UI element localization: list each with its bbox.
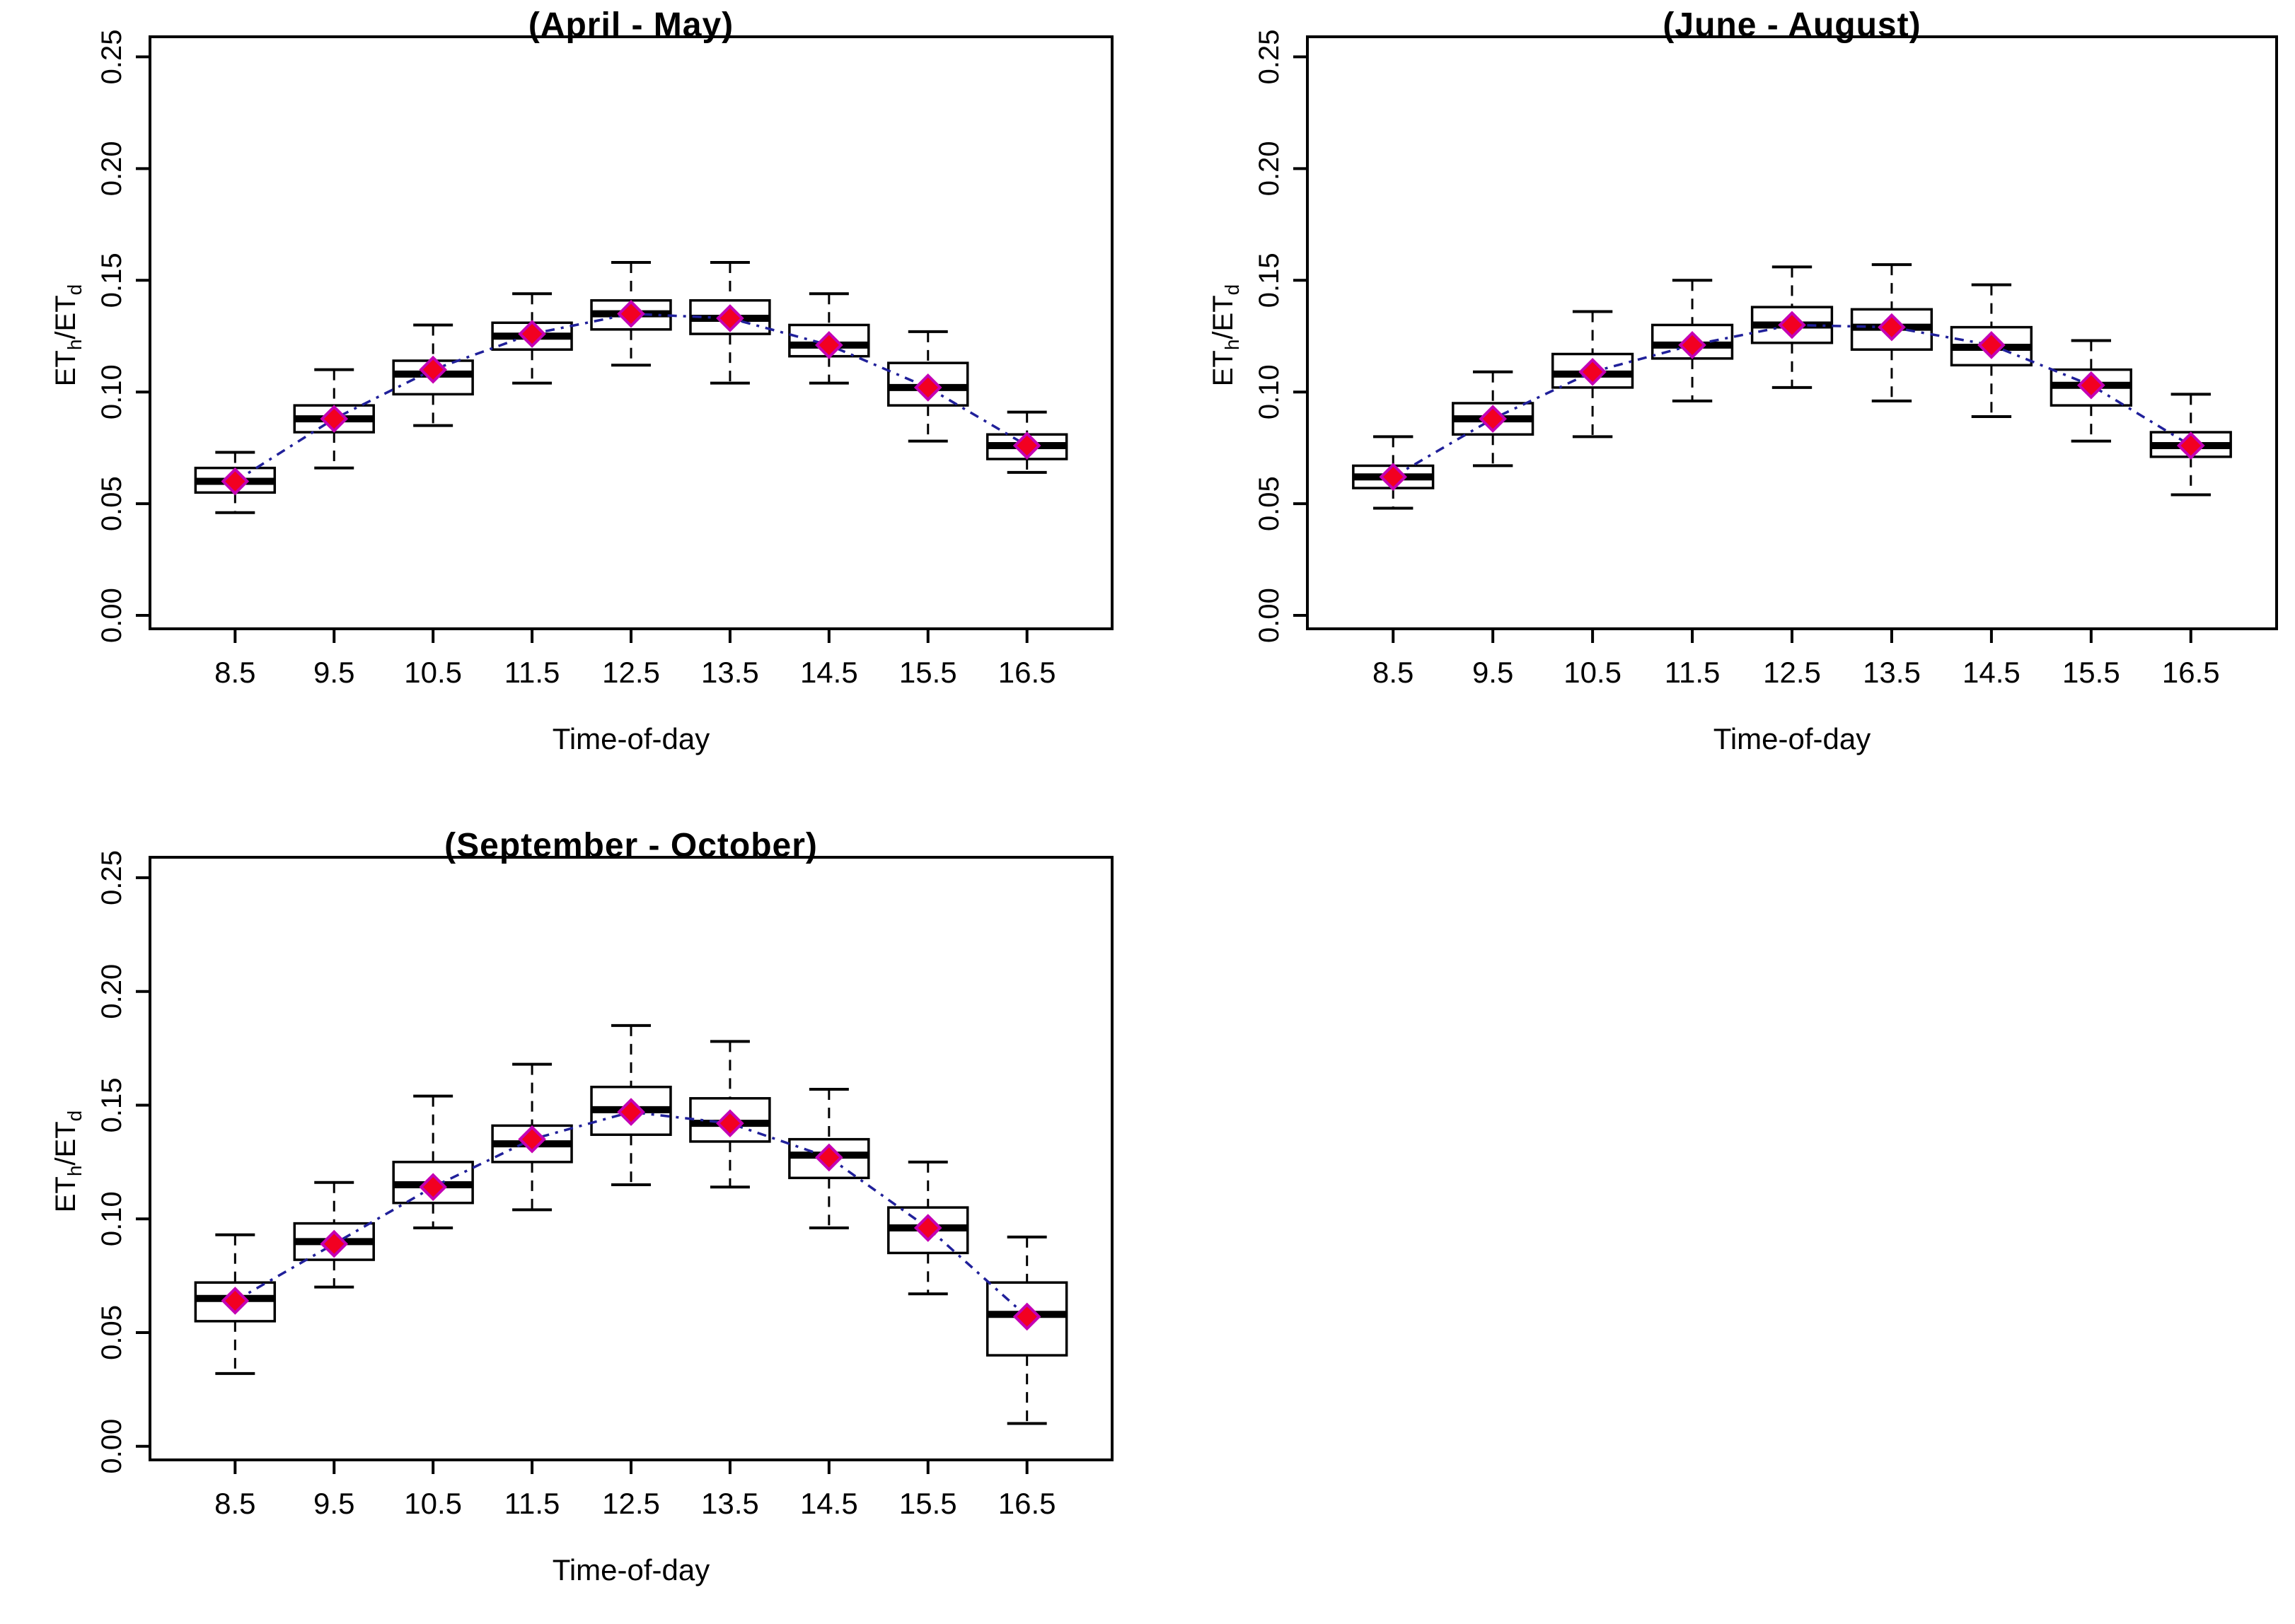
x-tick-label: 10.5 xyxy=(1563,656,1621,689)
mean-diamond xyxy=(221,467,250,496)
chart-title: (April - May) xyxy=(528,6,734,44)
x-tick-label: 12.5 xyxy=(602,1487,660,1520)
mean-diamond xyxy=(1012,1302,1041,1331)
y-tick-label: 0.10 xyxy=(96,1191,127,1246)
x-axis-label: Time-of-day xyxy=(552,722,710,755)
y-tick-label: 0.05 xyxy=(96,1305,127,1360)
y-axis: 0.00 0.05 0.10 0.15 0.20 0.25 xyxy=(96,29,150,643)
mean-diamond xyxy=(815,1143,843,1172)
x-tick-label: 9.5 xyxy=(1472,656,1513,689)
mean-diamond xyxy=(617,1098,645,1126)
x-tick-label: 16.5 xyxy=(998,1487,1056,1520)
y-axis-label: ETh/ETd xyxy=(50,1110,86,1213)
y-tick-label: 0.25 xyxy=(96,29,127,84)
mean-diamond xyxy=(1379,463,1408,492)
x-tick-label: 14.5 xyxy=(800,1487,858,1520)
mean-diamond xyxy=(913,373,942,402)
mean-diamond xyxy=(320,405,349,433)
x-tick-label: 14.5 xyxy=(1962,656,2021,689)
mean-diamond xyxy=(1678,331,1706,359)
x-tick-label: 15.5 xyxy=(899,1487,957,1520)
chart-june-august: 0.00 0.05 0.10 0.15 0.20 0.25 8.5 9.5 10.5 11.5 12… xyxy=(1200,6,2289,767)
mean-diamond xyxy=(419,1173,447,1202)
boxplot-svg-june-august: 0.00 0.05 0.10 0.15 0.20 0.25 8.5 9.5 10.5 11.5 12… xyxy=(1254,29,2278,689)
y-tick-label: 0.10 xyxy=(1254,364,1285,419)
y-axis-label: ETh/ETd xyxy=(1208,284,1243,387)
y-tick-label: 0.05 xyxy=(1254,476,1285,531)
x-tick-label: 15.5 xyxy=(2062,656,2120,689)
y-tick-label: 0.15 xyxy=(96,253,127,308)
y-axis-label: ETh/ETd xyxy=(50,284,86,387)
chart-title: (September - October) xyxy=(444,827,818,864)
y-tick-label: 0.20 xyxy=(96,964,127,1019)
chart-title: (June - August) xyxy=(1663,6,1921,44)
x-axis: 8.5 9.5 10.5 11.5 12.5 13.5 14.5 15.5 16.5 xyxy=(214,1460,1056,1520)
mean-diamond xyxy=(518,320,546,348)
y-tick-label: 0.10 xyxy=(96,364,127,419)
y-tick-label: 0.20 xyxy=(1254,141,1285,196)
y-tick-label: 0.15 xyxy=(1254,253,1285,308)
x-tick-label: 12.5 xyxy=(602,656,660,689)
mean-diamond xyxy=(815,331,843,359)
mean-diamond xyxy=(716,304,744,332)
mean-line xyxy=(234,1110,1028,1318)
y-tick-label: 0.25 xyxy=(1254,29,1285,84)
x-tick-label: 12.5 xyxy=(1763,656,1821,689)
mean-diamond xyxy=(419,355,447,384)
mean-diamond xyxy=(913,1214,942,1242)
mean-line xyxy=(1392,323,2192,478)
chart-september-october: 0.00 0.05 0.10 0.15 0.20 0.25 8.5 9.5 10.5 11.5 12… xyxy=(42,827,1125,1599)
mean-diamond xyxy=(1778,311,1806,340)
boxplot-svg-april-may: 0.00 0.05 0.10 0.15 0.20 0.25 8.5 9.5 10.5 11.5 12… xyxy=(96,29,1114,689)
mean-diamond xyxy=(320,1229,349,1258)
y-tick-label: 0.00 xyxy=(1254,588,1285,643)
mean-diamond xyxy=(1479,405,1507,433)
mean-diamond xyxy=(2077,371,2105,400)
x-tick-label: 16.5 xyxy=(998,656,1056,689)
mean-diamond xyxy=(2176,431,2205,460)
mean-diamond xyxy=(617,299,645,328)
x-tick-label: 13.5 xyxy=(701,1487,759,1520)
x-tick-label: 11.5 xyxy=(504,1487,560,1520)
y-axis: 0.00 0.05 0.10 0.15 0.20 0.25 xyxy=(1254,29,1307,643)
mean-diamond xyxy=(518,1125,546,1154)
y-tick-label: 0.15 xyxy=(96,1078,127,1133)
x-tick-label: 10.5 xyxy=(404,656,462,689)
x-tick-label: 8.5 xyxy=(1372,656,1414,689)
x-tick-label: 9.5 xyxy=(313,656,354,689)
x-tick-label: 10.5 xyxy=(404,1487,462,1520)
x-tick-label: 11.5 xyxy=(504,656,560,689)
x-tick-label: 8.5 xyxy=(214,656,255,689)
mean-diamond xyxy=(221,1287,250,1315)
mean-diamond xyxy=(1012,431,1041,460)
mean-diamond xyxy=(1977,331,2006,359)
x-axis-label: Time-of-day xyxy=(552,1553,710,1587)
x-tick-label: 15.5 xyxy=(899,656,957,689)
y-axis: 0.00 0.05 0.10 0.15 0.20 0.25 xyxy=(96,850,150,1474)
y-tick-label: 0.00 xyxy=(96,1419,127,1474)
x-tick-label: 13.5 xyxy=(701,656,759,689)
x-tick-label: 14.5 xyxy=(800,656,858,689)
x-tick-label: 16.5 xyxy=(2162,656,2220,689)
chart-april-may: 0.00 0.05 0.10 0.15 0.20 0.25 8.5 9.5 10.5 11.5 12… xyxy=(42,6,1125,767)
y-tick-label: 0.20 xyxy=(96,141,127,196)
x-tick-label: 9.5 xyxy=(313,1487,354,1520)
x-axis: 8.5 9.5 10.5 11.5 12.5 13.5 14.5 15.5 16.5 xyxy=(214,629,1056,689)
mean-diamond xyxy=(1578,357,1607,386)
y-tick-label: 0.00 xyxy=(96,588,127,643)
x-axis: 8.5 9.5 10.5 11.5 12.5 13.5 14.5 15.5 16.5 xyxy=(1372,629,2220,689)
mean-diamond xyxy=(716,1109,744,1137)
y-tick-label: 0.25 xyxy=(96,850,127,905)
boxplot-svg-september-october: 0.00 0.05 0.10 0.15 0.20 0.25 8.5 9.5 10.5 11.5 12… xyxy=(96,850,1114,1520)
mean-line xyxy=(234,312,1028,483)
x-tick-label: 13.5 xyxy=(1863,656,1921,689)
x-axis-label: Time-of-day xyxy=(1713,722,1871,755)
x-tick-label: 11.5 xyxy=(1665,656,1721,689)
x-tick-label: 8.5 xyxy=(214,1487,255,1520)
y-tick-label: 0.05 xyxy=(96,476,127,531)
mean-diamond xyxy=(1878,313,1906,342)
